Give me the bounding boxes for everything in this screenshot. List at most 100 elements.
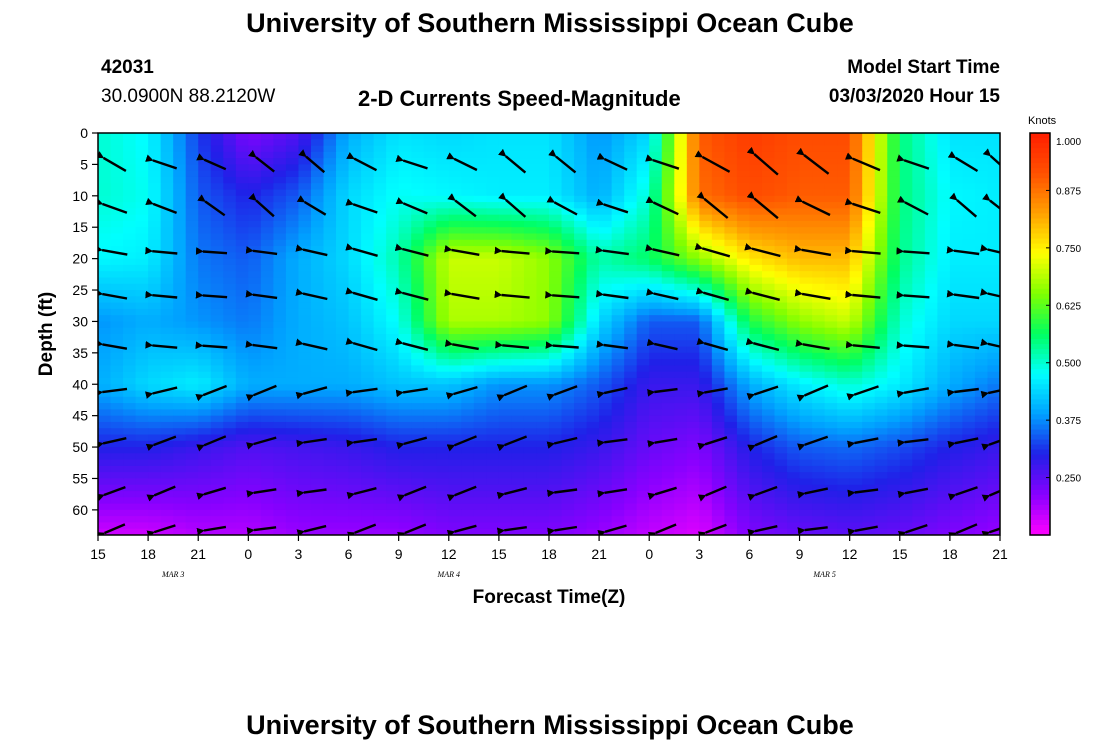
heatmap-cell xyxy=(912,277,926,285)
heatmap-cell xyxy=(98,415,112,423)
heatmap-cell xyxy=(661,246,675,253)
heatmap-cell xyxy=(198,220,212,228)
current-vector-arrow xyxy=(296,195,327,216)
heatmap-cell xyxy=(285,208,300,216)
heatmap-cell xyxy=(586,472,600,480)
heatmap-cell xyxy=(799,164,813,172)
heatmap-cell xyxy=(949,415,964,423)
heatmap-cell xyxy=(799,459,813,467)
heatmap-cell xyxy=(135,465,149,473)
current-vector-arrow xyxy=(145,340,178,349)
colorbar-swatch xyxy=(1030,263,1050,270)
heatmap-cell xyxy=(473,195,487,203)
current-vector-arrow xyxy=(396,436,428,450)
heatmap-cell xyxy=(774,415,788,423)
heatmap-cell xyxy=(812,321,826,329)
heatmap-cell xyxy=(761,315,776,323)
heatmap-cell xyxy=(774,227,788,235)
heatmap-cell xyxy=(636,359,650,367)
heatmap-cell xyxy=(962,459,976,467)
heatmap-cell xyxy=(423,176,437,184)
heatmap-cell xyxy=(711,415,725,423)
heatmap-cell xyxy=(887,145,901,153)
heatmap-cell xyxy=(185,296,199,304)
heatmap-cell xyxy=(373,139,387,147)
heatmap-cell xyxy=(348,164,362,172)
heatmap-cell xyxy=(799,516,813,524)
heatmap-cell xyxy=(899,384,913,392)
heatmap-cell xyxy=(536,264,550,272)
heatmap-cell xyxy=(611,359,625,367)
heatmap-cell xyxy=(749,478,763,486)
heatmap-cell xyxy=(924,183,938,191)
heatmap-cell xyxy=(536,491,550,498)
current-vector-arrow xyxy=(98,437,127,449)
heatmap-cell xyxy=(536,409,550,417)
heatmap-cell xyxy=(486,453,500,461)
heatmap-cell xyxy=(862,233,876,241)
heatmap-cell xyxy=(198,465,212,473)
heatmap-cell xyxy=(173,220,187,228)
heatmap-cell xyxy=(599,170,613,178)
heatmap-cell xyxy=(148,239,162,247)
current-vector-arrow xyxy=(498,192,527,218)
heatmap-cell xyxy=(874,509,888,517)
heatmap-cell xyxy=(461,195,475,203)
heatmap-cell xyxy=(173,302,187,310)
heatmap-cell xyxy=(411,246,425,253)
heatmap-cell xyxy=(561,359,575,367)
heatmap-cell xyxy=(812,359,826,367)
heatmap-cell xyxy=(148,421,162,429)
heatmap-cell xyxy=(210,359,224,367)
heatmap-cell xyxy=(198,428,212,436)
heatmap-cell xyxy=(812,139,826,147)
heatmap-cell xyxy=(586,503,600,511)
heatmap-cell xyxy=(761,346,776,354)
heatmap-cell xyxy=(674,271,688,279)
plot-title: 2-D Currents Speed-Magnitude xyxy=(358,86,681,111)
heatmap-cell xyxy=(285,503,300,511)
heatmap-cell xyxy=(235,202,249,209)
heatmap-cell xyxy=(273,145,287,153)
heatmap-cell xyxy=(761,447,776,454)
heatmap-cell xyxy=(724,377,738,385)
heatmap-cell xyxy=(686,447,700,454)
heatmap-cell xyxy=(473,208,487,216)
heatmap-cell xyxy=(448,296,462,304)
heatmap-cell xyxy=(749,396,763,404)
heatmap-cell xyxy=(761,308,776,316)
heatmap-cell xyxy=(523,246,538,253)
heatmap-cell xyxy=(536,334,550,341)
heatmap-cell xyxy=(837,296,851,304)
heatmap-cell xyxy=(486,296,500,304)
heatmap-cell xyxy=(937,440,951,448)
heatmap-cell xyxy=(962,296,976,304)
heatmap-cell xyxy=(849,239,863,247)
heatmap-cell xyxy=(937,252,951,260)
heatmap-cell xyxy=(473,176,487,184)
heatmap-cell xyxy=(599,283,613,291)
heatmap-cell xyxy=(824,327,838,335)
heatmap-cell xyxy=(749,176,763,184)
current-vector-arrow xyxy=(947,486,978,501)
heatmap-cell xyxy=(724,434,738,442)
heatmap-cell xyxy=(123,428,137,436)
heatmap-cell xyxy=(336,302,350,310)
heatmap-cell xyxy=(511,472,525,480)
heatmap-cell xyxy=(323,440,337,448)
heatmap-cell xyxy=(386,459,400,467)
heatmap-cell xyxy=(599,503,613,511)
heatmap-cell xyxy=(649,170,663,178)
heatmap-cell xyxy=(235,478,249,486)
heatmap-cell xyxy=(824,340,838,348)
heatmap-cell xyxy=(210,315,224,323)
heatmap-cell xyxy=(549,315,563,323)
heatmap-cell xyxy=(924,465,938,473)
heatmap-cell xyxy=(561,151,575,159)
heatmap-cell xyxy=(887,503,901,511)
heatmap-cell xyxy=(273,497,287,505)
heatmap-cell xyxy=(962,352,976,360)
current-vectors xyxy=(98,146,1000,535)
heatmap-cell xyxy=(774,403,788,410)
heatmap-cell xyxy=(135,277,149,285)
